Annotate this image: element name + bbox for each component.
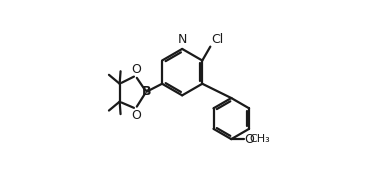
Text: N: N <box>177 33 187 46</box>
Text: O: O <box>245 133 255 146</box>
Text: O: O <box>131 62 141 76</box>
Text: O: O <box>131 109 141 122</box>
Text: B: B <box>142 85 151 98</box>
Text: Cl: Cl <box>211 33 223 46</box>
Text: CH₃: CH₃ <box>250 134 270 144</box>
